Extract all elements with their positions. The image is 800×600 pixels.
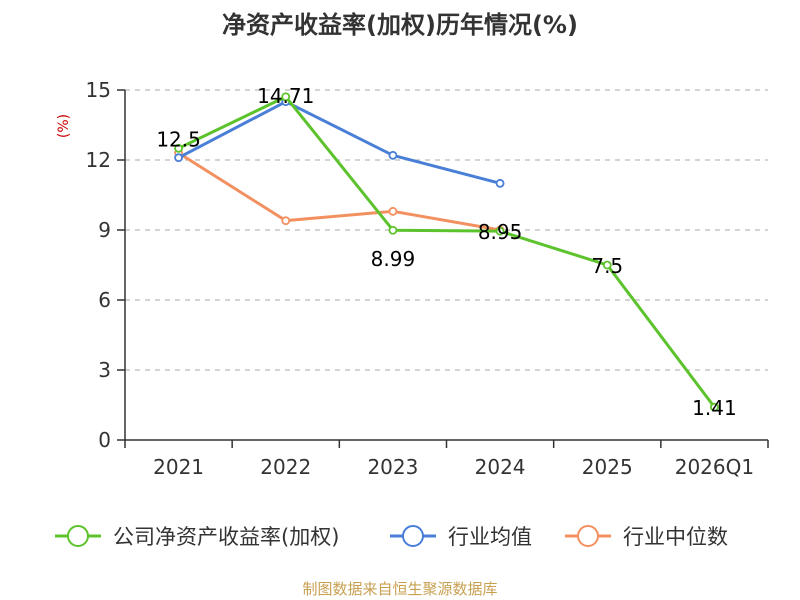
y-tick-label: 0 — [98, 428, 111, 452]
x-tick-label: 2025 — [582, 455, 633, 479]
legend-item-1[interactable]: 行业均值 — [390, 525, 532, 549]
x-tick-label: 2024 — [475, 455, 526, 479]
y-tick-label: 9 — [98, 218, 111, 242]
data-label: 8.99 — [371, 247, 416, 271]
series-point-0 — [710, 402, 719, 412]
series-point-0 — [174, 143, 183, 153]
data-label: 1.41 — [692, 396, 737, 420]
legend-label: 公司净资产收益率(加权) — [113, 525, 339, 549]
y-tick-label: 12 — [86, 148, 111, 172]
series-point-1 — [388, 150, 398, 160]
x-tick-label: 2022 — [260, 455, 311, 479]
series-point-0 — [495, 226, 505, 236]
series-point-0 — [602, 260, 612, 270]
data-label: 12.5 — [156, 127, 201, 151]
series-point-1 — [495, 178, 505, 188]
y-tick-label: 15 — [86, 78, 111, 102]
legend-marker — [402, 525, 424, 547]
legend[interactable]: 公司净资产收益率(加权) 行业均值 行业中位数 — [55, 525, 728, 549]
series-point-2 — [281, 216, 291, 226]
axes: 0 3 6 9 12 15 2021 2022 2023 2024 2025 2026Q1 — [86, 78, 769, 479]
y-axis-label: (%) — [56, 114, 72, 138]
series-lines — [174, 92, 719, 412]
source-note: 制图数据来自恒生聚源数据库 — [302, 580, 497, 598]
series-line-1 — [177, 100, 501, 185]
series-point-0 — [281, 92, 291, 102]
legend-marker — [67, 525, 89, 547]
data-label: 14.71 — [257, 84, 314, 108]
series-line-0 — [177, 95, 716, 409]
legend-item-0[interactable]: 公司净资产收益率(加权) — [55, 525, 339, 549]
series-line-2 — [177, 151, 501, 232]
x-tick-label: 2021 — [153, 455, 204, 479]
legend-label: 行业均值 — [448, 525, 532, 549]
x-tick-label: 2023 — [367, 455, 418, 479]
series-point-1 — [174, 153, 183, 163]
data-labels: 12.5 14.71 8.99 8.95 7.5 1.41 — [156, 84, 736, 420]
legend-label: 行业中位数 — [623, 525, 728, 549]
data-label: 7.5 — [591, 254, 623, 278]
series-point-2 — [388, 206, 398, 216]
y-tick-label: 3 — [98, 358, 111, 382]
legend-item-2[interactable]: 行业中位数 — [565, 525, 728, 549]
y-tick-label: 6 — [98, 288, 111, 312]
x-tick-label: 2026Q1 — [675, 455, 754, 479]
data-label: 8.95 — [478, 220, 523, 244]
series-point-0 — [388, 225, 398, 235]
legend-marker — [577, 525, 599, 547]
chart-title: 净资产收益率(加权)历年情况(%) — [222, 11, 578, 39]
